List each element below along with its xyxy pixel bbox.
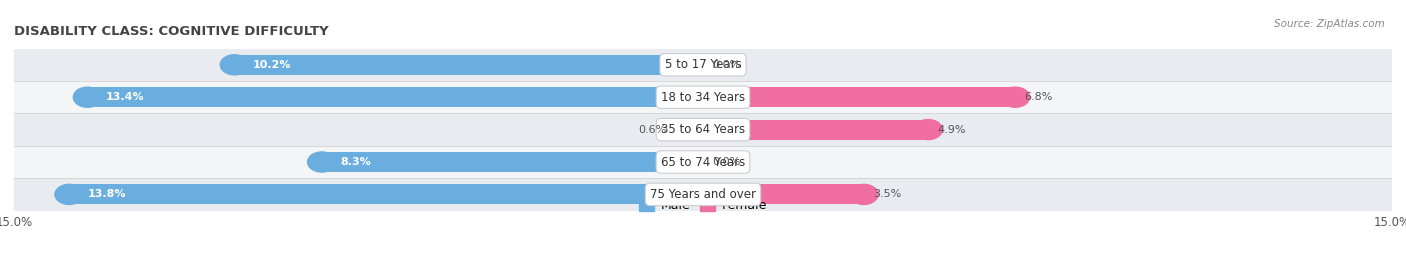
Bar: [235, 55, 703, 75]
Legend: Male, Female: Male, Female: [634, 194, 772, 217]
Text: 65 to 74 Years: 65 to 74 Years: [661, 156, 745, 168]
Text: 6.8%: 6.8%: [1025, 92, 1053, 102]
Bar: [703, 120, 928, 140]
Circle shape: [221, 55, 249, 75]
Circle shape: [661, 120, 690, 140]
Bar: [675, 120, 703, 140]
Bar: [14, 178, 1392, 211]
Bar: [14, 49, 1392, 81]
Bar: [322, 152, 703, 172]
Text: 3.5%: 3.5%: [873, 189, 901, 200]
Text: 35 to 64 Years: 35 to 64 Years: [661, 123, 745, 136]
Bar: [87, 87, 703, 107]
Text: 0.6%: 0.6%: [638, 124, 666, 135]
Bar: [14, 81, 1392, 113]
Text: 13.4%: 13.4%: [105, 92, 145, 102]
Bar: [69, 184, 703, 204]
Bar: [14, 113, 1392, 146]
Circle shape: [308, 152, 336, 172]
Bar: [703, 87, 1015, 107]
Text: 10.2%: 10.2%: [253, 60, 291, 70]
Bar: [703, 184, 863, 204]
Text: 0.0%: 0.0%: [713, 157, 741, 167]
Circle shape: [55, 184, 83, 204]
Text: 18 to 34 Years: 18 to 34 Years: [661, 91, 745, 104]
Text: 4.9%: 4.9%: [938, 124, 966, 135]
Text: DISABILITY CLASS: COGNITIVE DIFFICULTY: DISABILITY CLASS: COGNITIVE DIFFICULTY: [14, 25, 329, 38]
Circle shape: [849, 184, 877, 204]
Text: 13.8%: 13.8%: [87, 189, 127, 200]
Text: Source: ZipAtlas.com: Source: ZipAtlas.com: [1274, 19, 1385, 29]
Circle shape: [914, 120, 942, 140]
Text: 75 Years and over: 75 Years and over: [650, 188, 756, 201]
Text: 5 to 17 Years: 5 to 17 Years: [665, 58, 741, 71]
Text: 8.3%: 8.3%: [340, 157, 371, 167]
Text: 0.0%: 0.0%: [713, 60, 741, 70]
Circle shape: [1001, 87, 1029, 107]
Circle shape: [73, 87, 101, 107]
Bar: [14, 146, 1392, 178]
